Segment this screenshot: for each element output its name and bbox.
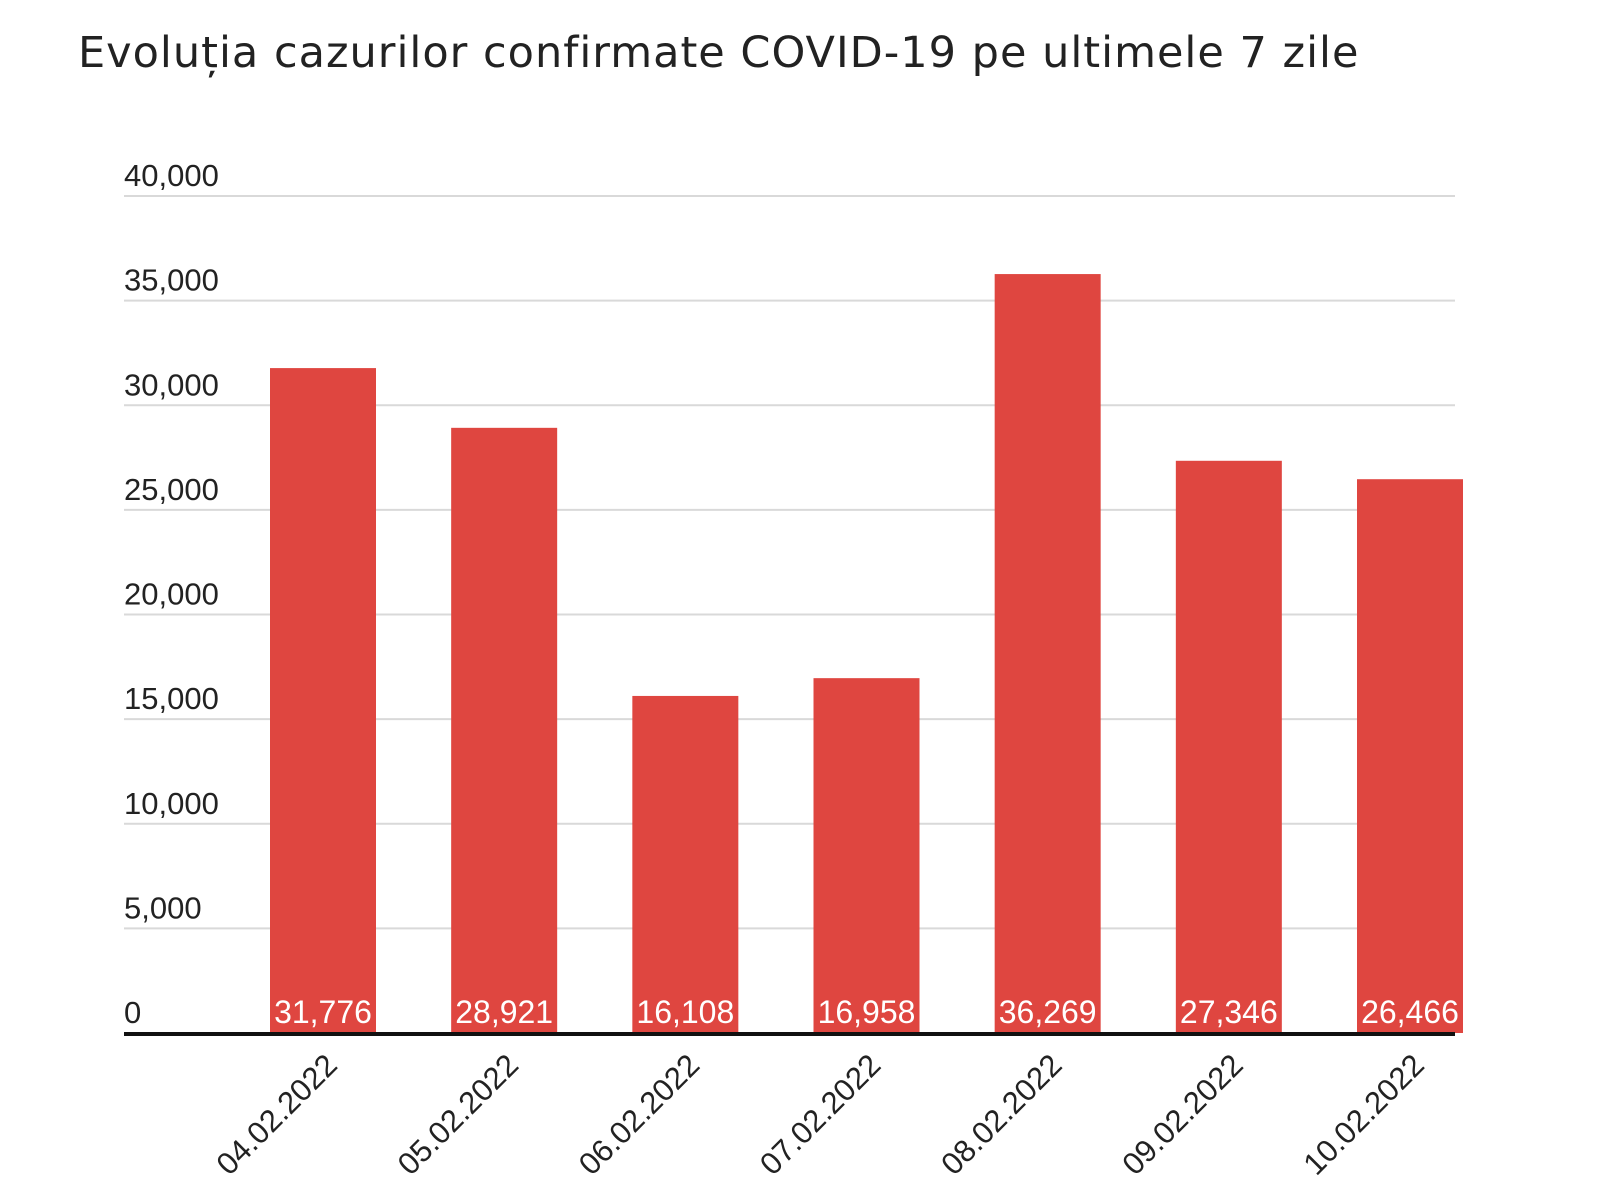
bar [994,274,1101,1033]
x-tick-label: 07.02.2022 [753,1047,887,1181]
bar [451,427,558,1033]
y-tick-label: 30,000 [124,367,219,402]
bar-value-labels: 31,776 28,921 16,108 16,958 36,269 27,346 26,4… [274,994,1459,1030]
y-axis-ticks: 0 5,000 10,000 15,000 20,000 25,000 30,000 35,0… [124,158,219,1030]
x-tick-label: 10.02.2022 [1296,1047,1430,1181]
y-tick-label: 40,000 [124,158,219,193]
bar [1175,460,1282,1034]
bar-value-label: 16,108 [636,994,734,1030]
y-tick-label: 15,000 [124,681,219,716]
bars [270,274,1463,1034]
y-tick-label: 5,000 [124,890,202,925]
bar-value-label: 31,776 [274,994,372,1030]
bar [270,368,376,1034]
bar-value-label: 36,269 [999,994,1097,1030]
bar-value-label: 28,921 [455,994,553,1030]
bar [1357,479,1463,1033]
x-tick-label: 05.02.2022 [391,1047,525,1181]
x-tick-label: 09.02.2022 [1115,1047,1249,1181]
x-tick-label: 04.02.2022 [209,1047,343,1181]
x-tick-label: 08.02.2022 [934,1047,1068,1181]
y-tick-label: 25,000 [124,472,219,507]
x-axis-ticks: 04.02.2022 05.02.2022 06.02.2022 07.02.2022… [209,1047,1430,1181]
y-tick-label: 0 [124,995,141,1030]
bar-value-label: 16,958 [818,994,916,1030]
x-tick-label: 06.02.2022 [572,1047,706,1181]
chart-title: Evoluția cazurilor confirmate COVID-19 p… [78,28,1360,78]
y-tick-label: 35,000 [124,263,219,298]
bar [813,678,920,1033]
y-tick-label: 10,000 [124,786,219,821]
bar [632,695,739,1033]
bar-value-label: 26,466 [1361,994,1459,1030]
bar-value-label: 27,346 [1180,994,1278,1030]
y-tick-label: 20,000 [124,577,219,612]
